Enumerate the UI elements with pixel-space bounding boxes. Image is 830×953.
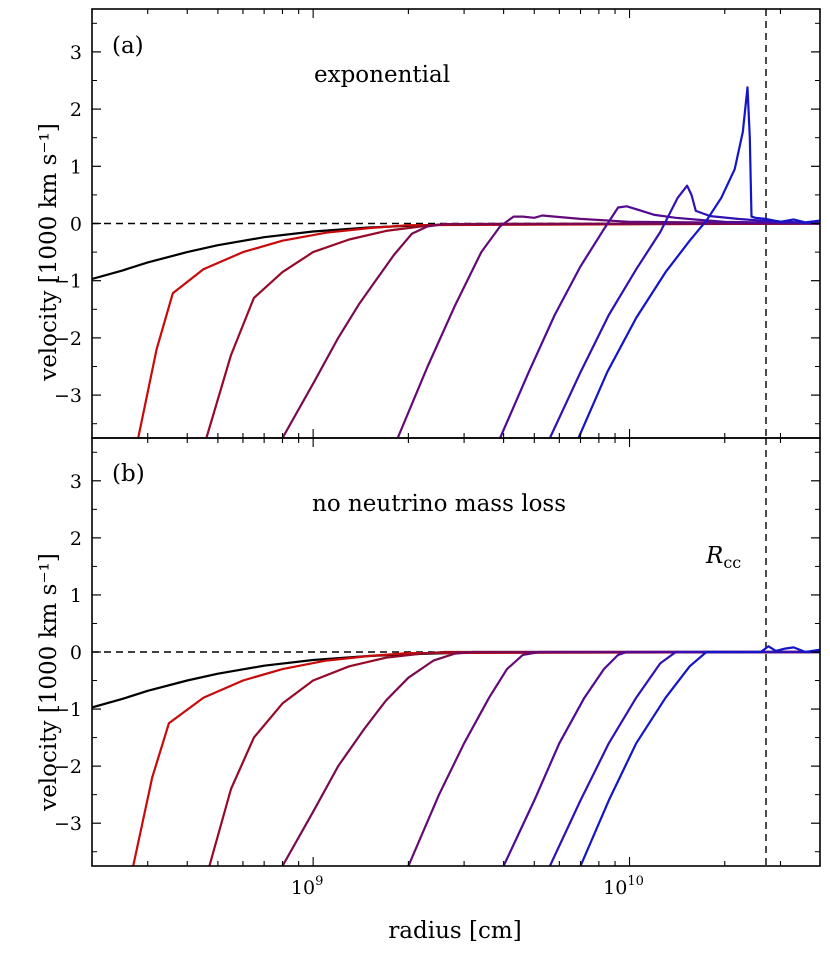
series-line-t5 xyxy=(502,650,820,866)
x-tick-label: 1010 xyxy=(603,874,644,899)
panel-a-plot: −3 −2 −1 0 1 2 3 xyxy=(54,8,821,439)
y-tick-label: −3 xyxy=(54,385,82,407)
panel-label-b: (b) xyxy=(112,461,145,487)
y-tick-label: 0 xyxy=(70,214,82,236)
y-tick-label: −3 xyxy=(54,813,82,835)
series-line-t6 xyxy=(548,184,820,438)
series-line-t1 xyxy=(137,222,820,438)
y-tick-label: 1 xyxy=(70,156,82,178)
y-tick-label: −2 xyxy=(54,756,82,778)
x-tick-label: 109 xyxy=(291,874,323,899)
series-line-t7 xyxy=(577,86,820,438)
panel-label-a: (a) xyxy=(112,33,144,59)
series-line-t7 xyxy=(579,645,820,866)
r-cc-label-base: R xyxy=(705,543,723,569)
y-tick-label: −1 xyxy=(54,271,82,293)
series-line-t4 xyxy=(407,650,820,866)
y-tick-label: 3 xyxy=(70,42,82,64)
y-tick-label: −2 xyxy=(54,328,82,350)
r-cc-label-sub: cc xyxy=(723,553,741,572)
y-tick-label: 0 xyxy=(70,642,82,664)
xlabel: radius [cm] xyxy=(388,918,521,944)
y-tick-label: 1 xyxy=(70,585,82,607)
ylabel-a: velocity [1000 km s⁻¹] xyxy=(36,123,62,382)
series-line-t3 xyxy=(281,222,820,438)
y-tick-label: 2 xyxy=(70,528,82,550)
y-tick-label: 3 xyxy=(70,471,82,493)
panel-b-plot: −3 −2 −1 0 1 2 3 109 1010 xyxy=(54,437,821,899)
annotation-exponential: exponential xyxy=(314,62,450,88)
series-line-t5 xyxy=(499,205,820,438)
series-line-t1 xyxy=(132,650,820,866)
ylabel-b: velocity [1000 km s⁻¹] xyxy=(36,553,62,812)
annotation-no-neutrino-mass-loss: no neutrino mass loss xyxy=(312,491,566,517)
series-line-t4 xyxy=(396,214,820,438)
y-tick-label: 2 xyxy=(70,99,82,121)
y-tick-label: −1 xyxy=(54,699,82,721)
r-cc-label: Rcc xyxy=(705,543,741,572)
series-line-t6 xyxy=(548,650,820,866)
series-line-t2 xyxy=(208,650,820,866)
series-line-t3 xyxy=(281,650,820,866)
